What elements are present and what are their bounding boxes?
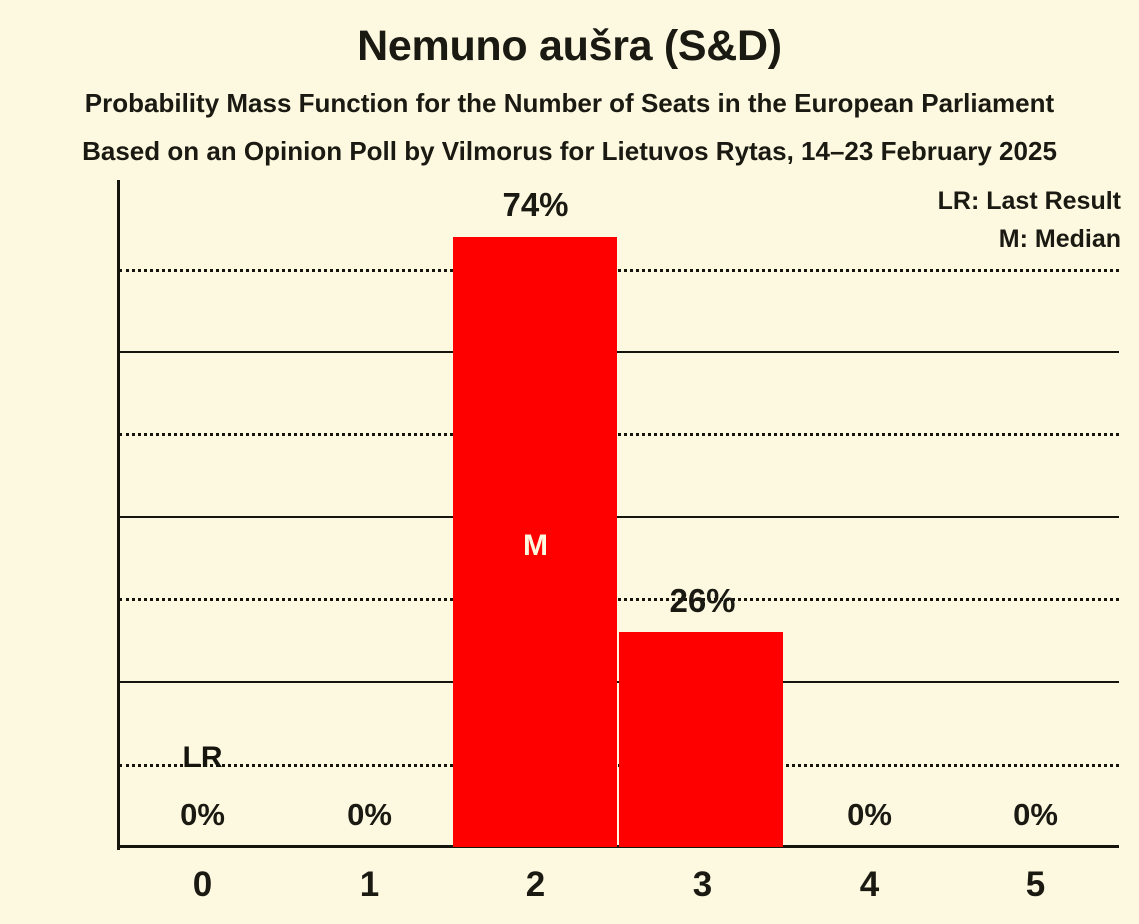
- chart-source-line: Based on an Opinion Poll by Vilmorus for…: [82, 136, 1057, 166]
- bar-value-seat-4: 0%: [847, 797, 892, 832]
- bar-value-seat-3: 26%: [669, 582, 736, 619]
- chart-subtitle: Probability Mass Function for the Number…: [84, 88, 1055, 118]
- gridline-dotted-70: [119, 269, 1119, 272]
- bar-value-seat-0: 0%: [180, 797, 225, 832]
- gridline-dotted-50: [119, 433, 1119, 436]
- gridline-solid-40: [119, 516, 1119, 518]
- legend-item-median: M: Median: [998, 225, 1121, 253]
- bar-seat-2[interactable]: [453, 237, 617, 847]
- marker-median: M: [523, 529, 548, 562]
- chart-legend: LR: Last Result M: Median: [938, 182, 1121, 258]
- bar-value-seat-1: 0%: [347, 797, 392, 832]
- x-axis-label-1: 1: [359, 865, 380, 904]
- legend-item-last-result: LR: Last Result: [937, 187, 1121, 215]
- gridline-solid-60: [119, 351, 1119, 353]
- x-axis-label-5: 5: [1025, 865, 1046, 904]
- marker-last-result: LR: [182, 741, 223, 774]
- bar-value-seat-5: 0%: [1013, 797, 1058, 832]
- page-title: Nemuno aušra (S&D): [357, 22, 782, 70]
- x-axis-label-4: 4: [859, 865, 880, 904]
- bar-seat-3[interactable]: [619, 632, 783, 847]
- x-axis-label-0: 0: [192, 865, 213, 904]
- x-axis-label-3: 3: [692, 865, 713, 904]
- gridline-dotted-30: [119, 598, 1119, 601]
- bar-value-seat-2: 74%: [502, 186, 569, 223]
- x-axis-label-2: 2: [525, 865, 546, 904]
- y-axis-line: [117, 180, 120, 850]
- chart-header: Nemuno aušra (S&D) Probability Mass Func…: [0, 0, 1139, 178]
- x-axis-line: [117, 845, 1119, 848]
